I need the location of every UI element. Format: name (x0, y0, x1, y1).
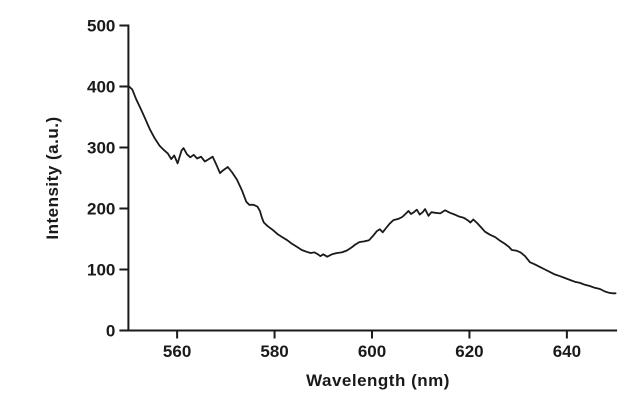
y-tick-label: 500 (87, 17, 115, 36)
y-tick-label: 300 (87, 139, 115, 158)
y-tick-label: 0 (106, 322, 115, 341)
spectrum-curve (127, 85, 617, 295)
x-tick-label: 640 (553, 342, 581, 361)
x-tick-label: 600 (358, 342, 386, 361)
x-tick-label: 560 (163, 342, 191, 361)
y-tick-label: 100 (87, 261, 115, 280)
y-tick-label: 400 (87, 78, 115, 97)
x-axis-title: Wavelength (nm) (306, 371, 450, 390)
x-tick-label: 580 (260, 342, 288, 361)
y-tick-label: 200 (87, 200, 115, 219)
y-axis-title: Intensity (a.u.) (43, 116, 62, 240)
x-tick-label: 620 (455, 342, 483, 361)
